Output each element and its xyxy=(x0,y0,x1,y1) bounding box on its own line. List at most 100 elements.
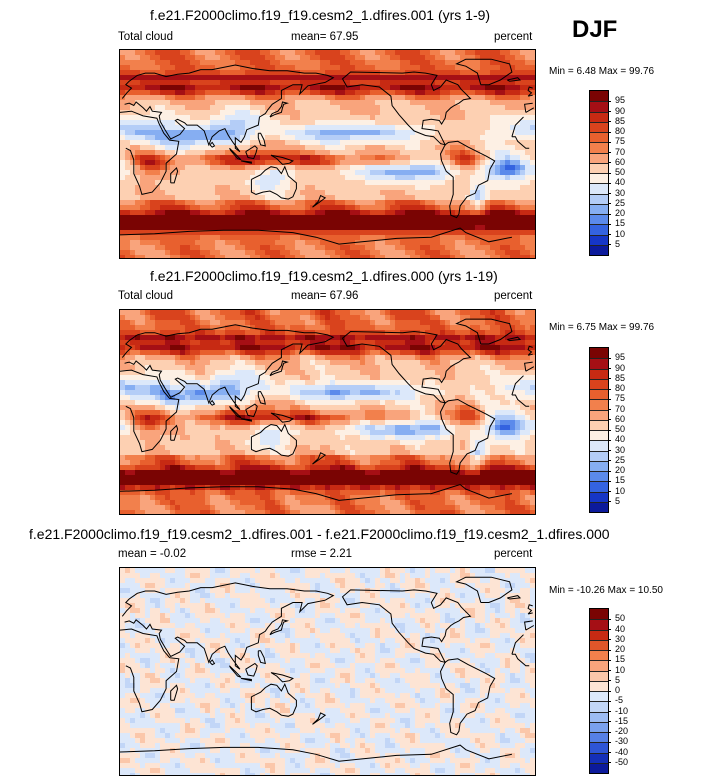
panel2-colorbar-tick xyxy=(608,480,611,482)
panel3-colorbar-tick xyxy=(608,700,611,702)
panel1-colorbar-tick xyxy=(608,141,611,143)
panel3-colorbar-box xyxy=(590,639,608,650)
panel3-colorbar-box xyxy=(590,650,608,661)
panel2-coastline xyxy=(257,391,266,405)
panel2-coastline xyxy=(120,369,530,453)
panel1-colorbar-tick xyxy=(608,182,611,184)
panel2-colorbar-label: 95 xyxy=(615,352,626,363)
panel2-colorbar-box xyxy=(590,471,608,482)
panel3-colorbar-label: 5 xyxy=(615,674,621,685)
panel2-colorbar-label: 70 xyxy=(615,403,626,414)
panel1-colorbar-label: 50 xyxy=(615,167,626,177)
panel1-colorbar-label: 20 xyxy=(615,208,626,218)
panel3-colorbar-tick xyxy=(608,711,611,712)
panel3-units-label: percent xyxy=(494,548,533,560)
panel1-colorbar-label: 60 xyxy=(615,156,626,167)
panel2-colorbar-tick xyxy=(608,419,611,421)
panel3-map xyxy=(119,567,536,776)
panel1-units-label: percent xyxy=(494,31,533,43)
panel3-title: f.e21.F2000climo.f19_f19.cesm2_1.dfires.… xyxy=(29,526,610,542)
panel1-coastline xyxy=(170,166,179,184)
panel2-colorbar-label: 75 xyxy=(615,393,626,404)
panel3-colorbar-box xyxy=(590,660,608,671)
panel3-coastline xyxy=(269,619,290,636)
panel3-colorbar-label: -20 xyxy=(615,726,629,736)
panel2-colorbar-tick xyxy=(608,388,611,390)
panel3-colorbar-tick xyxy=(608,680,611,682)
panel3-coastline xyxy=(527,604,533,615)
panel2-colorbar-tick xyxy=(608,450,611,451)
panel3-colorbar-label: 15 xyxy=(615,654,626,665)
panel2-colorbar-tick xyxy=(608,460,611,462)
panel2-coastline xyxy=(209,399,216,406)
panel2-coastline xyxy=(120,483,512,501)
panel1-colorbar-box xyxy=(590,91,608,102)
panel1-colorbar-label: 70 xyxy=(615,146,626,157)
panel1-colorbar-tick xyxy=(608,234,611,235)
panel1-colorbar-label: 85 xyxy=(615,115,626,126)
panel3-colorbar-box xyxy=(590,619,608,630)
panel1-colorbar-box xyxy=(590,132,608,143)
panel1-colorbar-tick xyxy=(608,223,611,225)
panel2-colorbar-tick xyxy=(608,491,611,492)
panel1-colorbar-box xyxy=(590,193,608,204)
panel2-coastline xyxy=(270,412,295,423)
panel3-colorbar-box xyxy=(590,711,608,722)
panel2-colorbar-box xyxy=(590,430,608,441)
panel2-colorbar-tick xyxy=(608,439,611,441)
panel2-colorbar-box xyxy=(590,358,608,369)
panel3-colorbar-tick xyxy=(608,690,611,692)
panel3-coastline xyxy=(229,665,242,678)
panel3-colorbar-tick xyxy=(608,741,611,743)
panel3-colorbar-box xyxy=(590,609,608,620)
panel2-colorbar-tick xyxy=(608,378,611,380)
panel2-colorbar-box xyxy=(590,460,608,471)
panel1-colorbar-label: 95 xyxy=(615,95,626,106)
panel2-mean-label: mean= 67.96 xyxy=(291,290,359,302)
panel2-map-svg xyxy=(120,310,535,514)
panel2-colorbar-tick xyxy=(608,429,611,431)
panel2-colorbar-box xyxy=(590,368,608,379)
panel2-coastline xyxy=(170,424,179,441)
panel3-coastline xyxy=(507,595,522,600)
panel3-colorbar-label: -5 xyxy=(615,695,624,706)
panel3-colorbar-box xyxy=(590,701,608,712)
panel3-coastline xyxy=(250,682,297,717)
panel2-colorbar-box xyxy=(590,481,608,492)
panel3-coastline xyxy=(257,650,266,665)
panel2-colorbar-label: 5 xyxy=(615,495,621,506)
panel3-colorbar-box xyxy=(590,670,608,681)
panel1-minmax-label: Min = 6.48 Max = 99.76 xyxy=(549,66,655,77)
panel2-coastline xyxy=(341,330,472,404)
panel1-colorbar-box xyxy=(590,224,608,235)
panel1-coastline xyxy=(269,101,290,118)
panel1-colorbar-tick xyxy=(608,213,611,215)
panel2-colorbar-label: 90 xyxy=(615,362,626,373)
panel1-coastline xyxy=(257,132,266,147)
panel3-colorbar-box xyxy=(590,732,608,743)
panel3-colorbar-label: 20 xyxy=(615,644,626,654)
panel2-coastline xyxy=(527,345,533,356)
panel1-coastline xyxy=(439,140,496,219)
panel2-colorbar-label: 30 xyxy=(615,444,626,455)
panel3-colorbar-label: 40 xyxy=(615,623,626,634)
panel2-colorbar-label: 25 xyxy=(615,454,626,465)
panel1-colorbar-tick xyxy=(608,100,611,102)
panel1-colorbar-tick xyxy=(608,244,611,246)
panel3-colorbar-label: -40 xyxy=(615,746,629,757)
panel3-map-svg xyxy=(120,568,535,775)
panel2-coastline xyxy=(240,418,252,422)
panel3-coastline xyxy=(209,659,216,666)
panel2-colorbar-label: 50 xyxy=(615,424,626,434)
panel1-colorbar-tick xyxy=(608,203,611,205)
panel2-coastline xyxy=(455,318,513,345)
panel1-colorbar-label: 90 xyxy=(615,105,626,116)
panel1-coastline xyxy=(270,154,295,165)
panel1-colorbar-box xyxy=(590,183,608,194)
panel1-colorbar-tick xyxy=(608,121,611,123)
panel2-coastline xyxy=(312,452,327,465)
panel3-colorbar-tick xyxy=(608,731,611,733)
panel2-colorbar-label: 80 xyxy=(615,383,626,393)
panel1-colorbar-label: 40 xyxy=(615,177,626,188)
panel2-colorbar-box xyxy=(590,399,608,410)
